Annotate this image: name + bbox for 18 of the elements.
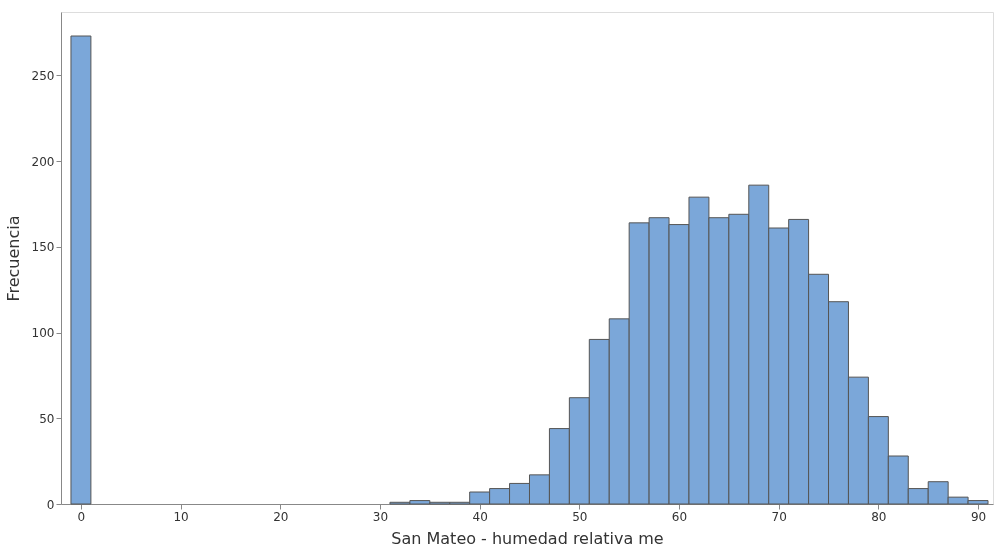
x-tick-label: 50 — [572, 509, 588, 524]
y-tick-label: 250 — [31, 68, 55, 83]
x-tick-label: 20 — [273, 509, 289, 524]
y-tick-label: 50 — [39, 411, 55, 426]
y-tick-label: 0 — [46, 497, 55, 512]
x-tick-label: 10 — [173, 509, 189, 524]
x-tick-label: 30 — [372, 509, 389, 524]
x-tick-label: 0 — [77, 509, 86, 524]
x-tick-label: 80 — [871, 509, 887, 524]
x-tick-label: 60 — [671, 509, 688, 524]
x-axis-title: San Mateo - humedad relativa me — [391, 528, 664, 548]
x-tick-label: 40 — [472, 509, 488, 524]
x-tick-label: 70 — [771, 509, 787, 524]
y-tick-label: 150 — [31, 240, 55, 255]
y-axis-title: Frecuencia — [3, 215, 23, 302]
y-tick-label: 200 — [31, 154, 55, 169]
x-tick-label: 90 — [970, 509, 987, 524]
y-tick-label: 100 — [31, 326, 55, 341]
